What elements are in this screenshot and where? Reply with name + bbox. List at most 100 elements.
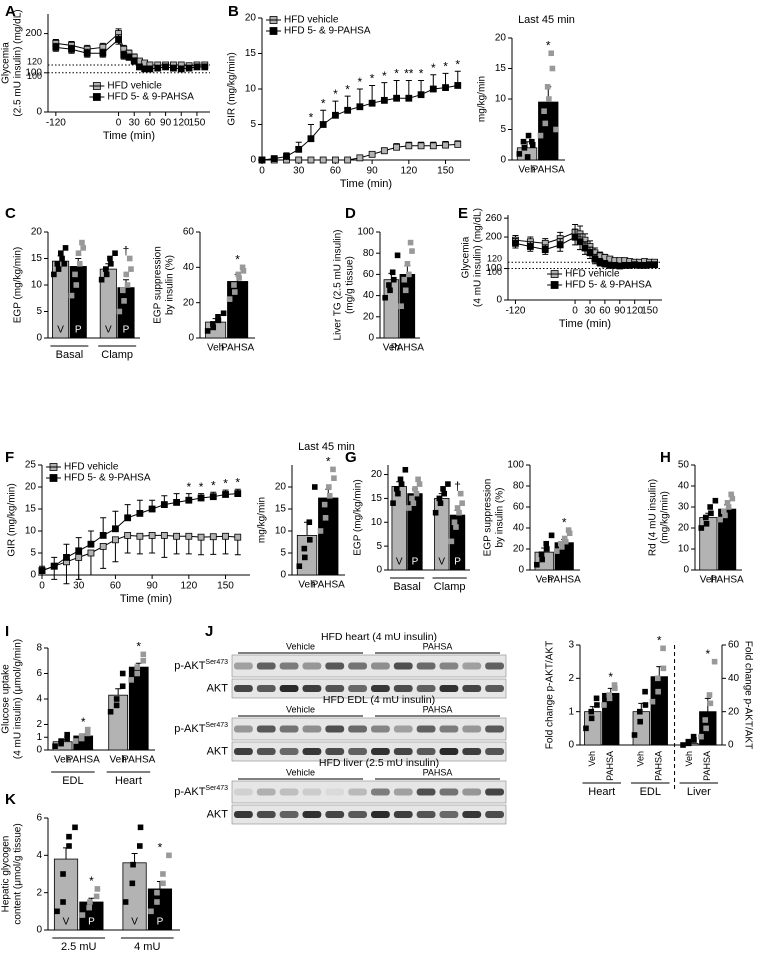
y-tick-label: 0 xyxy=(36,107,42,118)
legend-label: HFD vehicle xyxy=(565,269,620,280)
data-point xyxy=(382,294,388,301)
data-point xyxy=(642,702,649,708)
y-tick-label: 30 xyxy=(678,502,690,513)
legend-label: HFD vehicle xyxy=(107,81,162,92)
reference-label: 120 xyxy=(487,254,502,264)
blot-band xyxy=(325,662,345,670)
bar xyxy=(318,497,339,576)
data-point xyxy=(525,132,532,139)
data-point xyxy=(326,484,332,490)
data-point xyxy=(368,150,376,158)
y-tick-label: 2 xyxy=(36,887,42,898)
data-point xyxy=(307,156,315,164)
data-point xyxy=(115,36,122,43)
x-tick-label: 30 xyxy=(584,306,596,317)
x-tick-label: Veh xyxy=(587,751,597,767)
data-point xyxy=(129,880,136,887)
data-point xyxy=(209,533,217,541)
data-point xyxy=(390,500,396,506)
data-point xyxy=(185,496,193,504)
x-tick-label: Veh xyxy=(536,575,553,586)
x-tick-label: Veh xyxy=(207,343,224,354)
y-tick-label: 0 xyxy=(518,565,524,576)
data-point xyxy=(93,893,100,900)
blot-group: Vehicle xyxy=(286,767,315,777)
blot-row-name: p-AKT xyxy=(174,723,205,735)
data-point xyxy=(541,246,549,254)
blot-band xyxy=(416,662,436,670)
blot-band xyxy=(393,685,413,692)
group-label: Clamp xyxy=(101,349,133,361)
y-tick-label: 20 xyxy=(31,227,43,238)
y-tick-label: 260 xyxy=(485,213,502,224)
y-tick-label: 4 xyxy=(36,694,42,705)
data-point xyxy=(270,155,278,162)
data-point xyxy=(148,532,156,539)
data-point xyxy=(344,156,352,164)
y-axis-label: GIR (mg/kg/min) xyxy=(227,52,238,125)
blot-band xyxy=(256,788,276,796)
y-tick-label: 40 xyxy=(363,290,375,301)
data-point xyxy=(160,532,168,539)
x-tick-label: -120 xyxy=(46,118,66,129)
blot-band xyxy=(325,811,345,818)
blot-row-label: AKT xyxy=(207,808,229,820)
data-point xyxy=(409,495,415,502)
blot-band xyxy=(325,748,345,755)
bar-label: P xyxy=(88,917,95,928)
reference-label: 100 xyxy=(27,71,42,81)
data-point xyxy=(406,271,412,278)
x-tick-label: -120 xyxy=(505,306,525,317)
blot-title: HFD EDL (4 mU insulin) xyxy=(323,694,435,706)
blot-band xyxy=(279,811,299,818)
data-point xyxy=(542,120,549,127)
y-tick-label: 20 xyxy=(513,544,525,555)
y-tick-label: 15 xyxy=(25,504,37,515)
x-tick-label: PAHSA xyxy=(122,755,155,766)
y-tick-label: 10 xyxy=(25,526,37,537)
blot-band xyxy=(302,662,322,670)
data-point xyxy=(397,476,404,483)
data-point xyxy=(544,546,550,552)
y-tick-label: 60 xyxy=(183,227,195,238)
blot-band xyxy=(256,748,276,755)
data-point xyxy=(356,154,364,162)
x-tick-label: Veh xyxy=(110,755,127,766)
data-point xyxy=(722,512,728,519)
blot-band xyxy=(439,662,459,670)
significance: * xyxy=(211,478,216,492)
reference-label: 120 xyxy=(27,56,42,66)
data-point xyxy=(432,509,439,516)
blot-band xyxy=(234,811,253,818)
data-point xyxy=(724,500,731,506)
data-point xyxy=(586,249,594,257)
data-point xyxy=(393,94,400,102)
data-point xyxy=(154,64,162,72)
y-tick-label: 10 xyxy=(678,544,690,555)
data-point xyxy=(296,563,303,569)
data-point xyxy=(429,85,437,93)
data-point xyxy=(160,880,166,887)
x-tick-label: PAHSA xyxy=(711,575,744,586)
blot-row-name: AKT xyxy=(207,808,229,820)
y-axis-label: Glycemia xyxy=(1,42,12,84)
data-point xyxy=(124,514,132,522)
panel-letter: C xyxy=(5,205,16,222)
data-point xyxy=(136,843,143,849)
blot-group: PAHSA xyxy=(423,641,453,651)
data-point xyxy=(412,486,418,492)
significance: * xyxy=(358,75,363,89)
data-point xyxy=(691,737,697,743)
data-point xyxy=(416,481,423,487)
data-point xyxy=(234,533,242,541)
data-point xyxy=(725,504,732,510)
x-tick-label: Veh xyxy=(636,751,646,767)
blot-band xyxy=(302,811,322,818)
data-point xyxy=(232,289,238,295)
data-point xyxy=(448,538,455,545)
blot-band xyxy=(416,725,436,733)
blot-band xyxy=(256,725,276,733)
group-label: 2.5 mU xyxy=(61,941,97,953)
y-axis-label: EGP (mg/kg/min) xyxy=(13,247,24,324)
group-label: EDL xyxy=(62,775,83,787)
